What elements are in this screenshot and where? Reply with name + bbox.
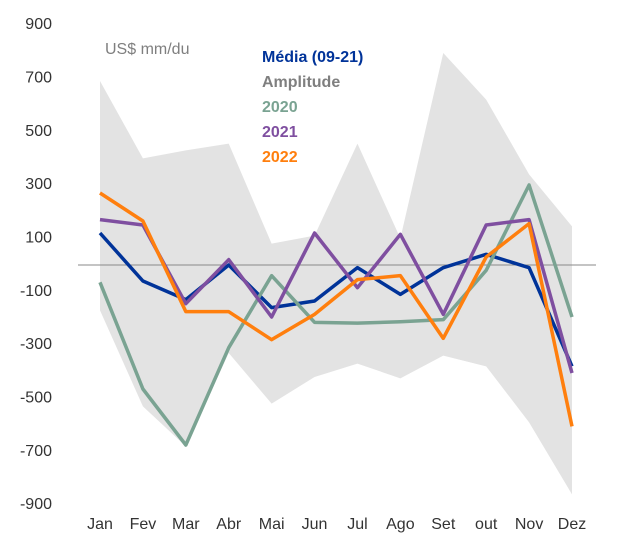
- y-tick-label: -700: [20, 443, 52, 460]
- amplitude-band: [100, 53, 572, 495]
- y-tick-label: -500: [20, 390, 52, 407]
- y-tick-label: 900: [25, 16, 52, 33]
- legend-entry: Amplitude: [262, 74, 340, 91]
- unit-annotation: US$ mm/du: [105, 41, 189, 58]
- x-tick-label: Fev: [130, 516, 157, 533]
- series-line: [99, 217, 574, 374]
- x-tick-label: Dez: [558, 516, 586, 533]
- x-tick-label: out: [475, 516, 498, 533]
- x-tick-label: Nov: [515, 516, 543, 533]
- x-tick-label: Abr: [216, 516, 242, 533]
- legend-entry: 2021: [262, 124, 298, 141]
- y-tick-label: -900: [20, 496, 52, 513]
- y-tick-label: 300: [25, 176, 52, 193]
- series-line: [99, 191, 574, 427]
- x-tick-label: Set: [431, 516, 456, 533]
- y-tick-label: 100: [25, 230, 52, 247]
- y-tick-label: 700: [25, 70, 52, 87]
- y-tick-label: -300: [20, 336, 52, 353]
- legend-entry: 2020: [262, 99, 298, 116]
- legend-entry: 2022: [262, 149, 298, 166]
- x-tick-label: Jan: [87, 516, 113, 533]
- x-tick-label: Mai: [259, 516, 285, 533]
- y-tick-label: 500: [25, 123, 52, 140]
- x-tick-label: Ago: [386, 516, 415, 533]
- x-tick-label: Mar: [172, 516, 200, 533]
- y-tick-label: -100: [20, 283, 52, 300]
- x-tick-label: Jun: [302, 516, 328, 533]
- legend-entry: Média (09-21): [262, 49, 363, 66]
- x-tick-label: Jul: [347, 516, 367, 533]
- band-layer: [100, 53, 572, 495]
- series-line: [98, 183, 574, 447]
